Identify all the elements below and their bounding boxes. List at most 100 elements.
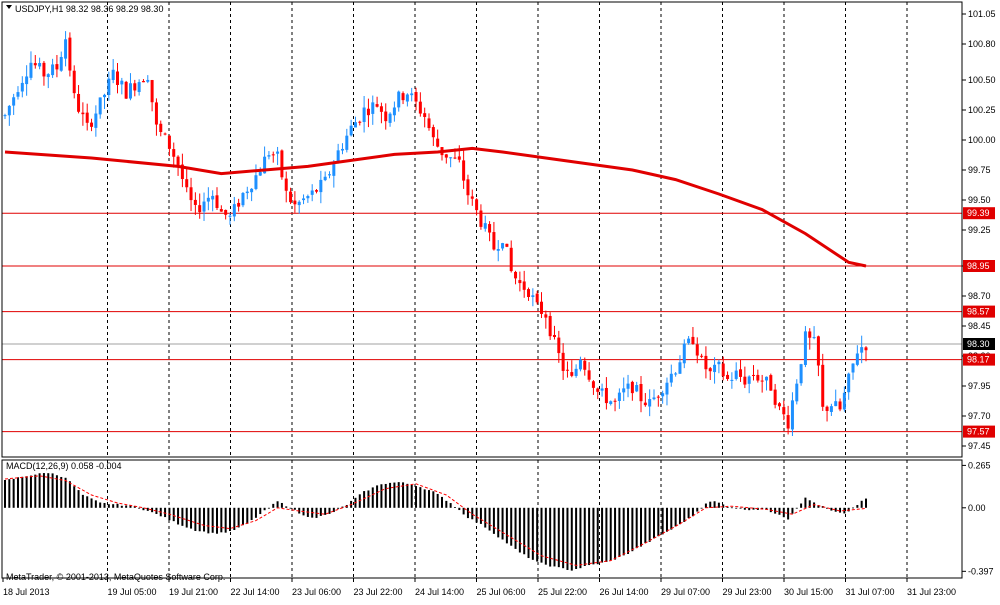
candle-body [90,122,94,127]
macd-bar [129,505,132,508]
candle-body [180,164,184,180]
candle-body [410,93,414,96]
candle-body [7,105,11,116]
macd-bar [458,507,461,511]
macd-bar [804,497,807,508]
candle-body [565,369,569,371]
macd-bar [856,505,859,508]
candle-body [475,199,479,211]
macd-bar [795,507,798,509]
macd-bar [488,507,491,531]
candle-body [250,188,254,193]
candle-body [652,397,656,400]
candle-body [397,91,401,108]
macd-bar [254,507,257,518]
candle-body [358,121,362,123]
candle-body [185,179,189,188]
macd-bar [194,507,197,531]
candle-body [146,79,150,82]
macd-bar [553,507,556,567]
candle-body [583,360,587,370]
macd-bar [198,507,201,532]
candle-body [505,243,509,247]
candle-body [267,155,271,157]
macd-bar [614,507,617,560]
macd-bar [419,487,422,508]
candle-body [302,198,306,201]
macd-bar [497,507,500,538]
candle-body [691,336,695,345]
macd-bar [782,507,785,518]
macd-bar [211,507,214,533]
candle-body [600,388,604,391]
macd-bar [765,507,768,510]
candle-body [176,156,180,166]
candle-body [423,113,427,117]
dropdown-triangle-icon[interactable] [6,5,12,9]
candle-body [68,37,72,71]
macd-bar [730,507,733,509]
price-axis: 101.05 100.80 100.50 100.25 100.00 99.75 99.50… [962,9,996,451]
candle-body [42,62,46,77]
candle-body [327,174,331,176]
macd-bar [29,475,32,508]
macd-bar [363,491,366,508]
candle-body [540,301,544,314]
macd-bar [752,507,755,510]
candle-body [193,199,197,205]
copyright-text: MetaTrader, © 2001-2013, MetaQuotes Soft… [6,572,225,582]
y-tick-label: 100.25 [968,105,996,115]
candle-body [674,373,678,375]
candle-body [336,150,340,164]
candle-body [436,138,440,147]
candle-body [708,368,712,372]
macd-bar [566,507,569,570]
macd-bar [410,484,413,508]
candle-body [332,164,336,176]
candle-body [786,415,790,429]
candle-body [154,102,158,125]
macd-bar [852,507,855,509]
candle-body [760,380,764,382]
macd-bar [276,501,279,508]
candle-body [470,196,474,199]
macd-bar [743,507,746,510]
candle-body [12,97,16,106]
macd-bar [77,490,80,508]
y-tick-label: 97.70 [968,411,991,421]
level-badge [963,260,995,272]
y-tick-label: 101.05 [968,9,996,19]
macd-bar [47,473,50,508]
candle-body [284,178,288,191]
macd-bar [479,507,482,524]
candle-body [665,382,669,395]
candle-body [509,247,513,272]
macd-bar [510,507,513,546]
candle-body [747,376,751,384]
macd-bar [246,507,249,524]
candle-body [72,70,76,94]
candle-body [349,125,353,136]
candle-body [860,347,864,353]
macd-bar [717,502,720,508]
candle-body [816,336,820,366]
candle-body [219,209,223,212]
macd-bar [99,502,102,508]
candle-body [643,402,647,406]
macd-bar [216,507,219,534]
candle-body [379,106,383,112]
macd-axis: 0.265 0.00 -0.397 [962,460,994,576]
candle-body [224,209,228,215]
candle-body [85,112,89,123]
candle-body [743,376,747,385]
candle-body [661,393,665,397]
macd-bar [826,507,829,509]
candle-body [150,80,154,103]
candle-body [159,123,163,132]
candle-body [527,289,531,297]
macd-bar [324,507,327,515]
candle-body [700,355,704,357]
